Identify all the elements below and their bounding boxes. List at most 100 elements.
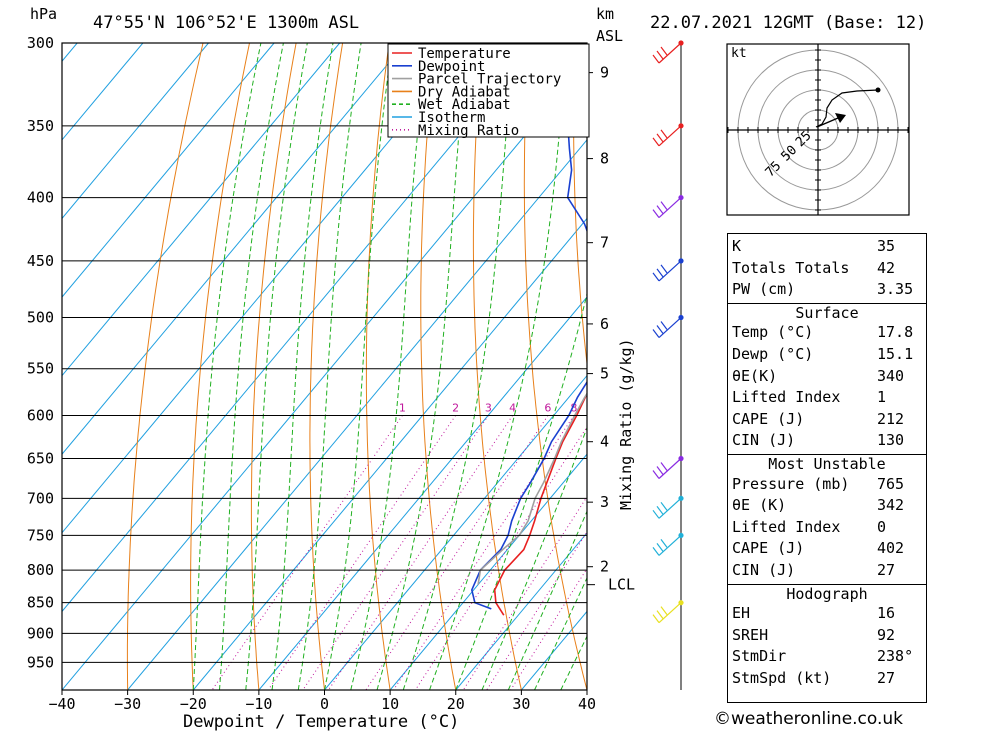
surface-row: CIN (J) 130 (732, 431, 914, 452)
pressure-tick-label: 350 (27, 117, 54, 135)
isotherm-line (389, 453, 587, 690)
temperature-tick-label: 0 (320, 695, 329, 713)
isotherm-line (192, 217, 587, 690)
isotherm-line (62, 43, 406, 455)
mixing-ratio-line (302, 415, 489, 690)
surface-row: Lifted Index 1 (732, 388, 914, 409)
mixing-ratio-line (267, 415, 457, 690)
index-label: PW (cm) (732, 280, 796, 299)
legend-entry: Wet Adiabat (418, 97, 511, 113)
legend-entry: Isotherm (418, 110, 485, 126)
km-tick-label: 5 (600, 365, 609, 383)
index-value: 3.35 (877, 280, 914, 299)
wet-adiabat-line (245, 43, 308, 690)
hodograph-end-dot (875, 87, 881, 93)
surface-row: Temp (°C) 17.8 (732, 323, 914, 344)
isotherm-line (258, 296, 587, 690)
hodograph-index-label: SREH (732, 625, 769, 644)
storm-motion-arrowhead (835, 113, 846, 123)
most-unstable-label: Lifted Index (732, 517, 841, 536)
asl-label: ASL (596, 27, 623, 45)
wet-adiabat-line (297, 43, 362, 690)
mixing-ratio-label: 4 (509, 402, 516, 415)
temperature-tick-label: 10 (381, 695, 399, 713)
x-axis-title: Dewpoint / Temperature (°C) (183, 712, 459, 732)
wet-adiabat-line (350, 43, 428, 690)
hodograph-index-value: 27 (877, 669, 896, 687)
pressure-tick-label: 750 (27, 526, 54, 544)
dry-adiabat-line (947, 43, 1000, 690)
surface-label: CIN (J) (732, 431, 796, 450)
mixing-ratio-label: 1 (399, 402, 406, 415)
parcel-trajectory-profile (477, 392, 587, 585)
index-value: 42 (877, 258, 896, 277)
wind-barb-column (652, 40, 684, 690)
surface-value: 340 (877, 366, 905, 385)
surface-section-title: Surface (795, 303, 859, 322)
km-label: km (596, 5, 614, 23)
wind-barb (652, 197, 682, 219)
wind-barb (652, 497, 682, 519)
mixing-ratio-label: 20 (655, 402, 669, 415)
pressure-tick-label: 850 (27, 594, 54, 612)
isotherm-line (62, 43, 472, 534)
hodograph-index-value: 92 (877, 625, 896, 644)
most-unstable-label: Pressure (mb) (732, 474, 850, 493)
legend-entry: Parcel Trajectory (418, 72, 561, 88)
isotherm-line (324, 374, 587, 690)
mixing-ratio-label: 10 (588, 402, 602, 415)
isotherm-line (455, 532, 587, 690)
most-unstable-label: CAPE (J) (732, 539, 805, 558)
surface-value: 17.8 (877, 323, 914, 342)
indices-panel: K 35 Totals Totals 42 PW (cm) 3.35 Surface Temp… (727, 233, 927, 703)
wind-barb (652, 260, 682, 282)
pressure-tick-label: 950 (27, 653, 54, 671)
km-tick-label: 9 (600, 64, 609, 82)
hodograph-index-row: StmDir 238° (732, 647, 914, 668)
dry-adiabat-line (190, 43, 250, 690)
dry-adiabat-line (472, 43, 522, 690)
copyright-footer[interactable]: ©weatheronline.co.uk (714, 709, 904, 729)
surface-label: Temp (°C) (732, 323, 814, 342)
mixing-ratio-line (365, 415, 549, 690)
wet-adiabat-line (192, 43, 262, 690)
legend-box (387, 43, 590, 138)
legend-entry: Temperature (418, 46, 511, 62)
surface-row: Dewp (°C) 15.1 (732, 345, 914, 366)
pressure-tick-label: 900 (27, 624, 54, 642)
wet-adiabat-line (219, 43, 284, 690)
legend-entry: Mixing Ratio (418, 123, 519, 139)
mixing-ratio-line (328, 415, 514, 690)
index-value: 35 (877, 237, 896, 255)
wind-barb (652, 317, 682, 338)
isotherm-line (62, 43, 341, 377)
pressure-unit-label: hPa (30, 5, 57, 23)
temperature-tick-label: −10 (245, 695, 272, 713)
wind-barb (652, 42, 682, 64)
isotherm-line (62, 60, 587, 690)
temperature-tick-label: −40 (48, 695, 75, 713)
hodograph-index-value: 238° (877, 647, 914, 666)
mixing-ratio-label: 25 (677, 402, 691, 415)
surface-label: Lifted Index (732, 388, 841, 407)
most-unstable-row: Pressure (mb) 765 (732, 475, 914, 496)
pressure-tick-label: 400 (27, 189, 54, 207)
dry-adiabat-line (523, 43, 587, 690)
panel-divider (728, 454, 926, 455)
mixing-ratio-label: 6 (544, 402, 551, 415)
hodograph-section-title: Hodograph (786, 584, 868, 603)
km-tick-label: 4 (600, 433, 609, 451)
surface-value: 15.1 (877, 345, 914, 363)
hodograph-index-label: EH (732, 604, 751, 623)
pressure-tick-label: 550 (27, 360, 54, 378)
legend-entry: Dry Adiabat (418, 84, 511, 100)
wet-adiabat-line (534, 576, 587, 690)
wet-adiabat-line (429, 43, 568, 690)
wet-adiabat-line (324, 43, 393, 690)
legend-entry: Dewpoint (418, 59, 485, 75)
hodograph-index-row: SREH 92 (732, 626, 914, 647)
dewpoint-profile (470, 98, 587, 610)
hodograph-index-label: StmSpd (kt) (732, 669, 832, 687)
isotherm-line (62, 43, 537, 613)
wet-adiabat-line (402, 43, 514, 690)
